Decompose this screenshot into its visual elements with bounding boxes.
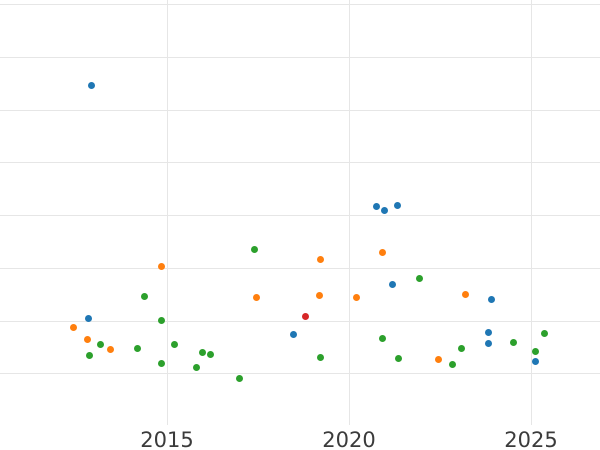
data-point-blue [372, 202, 380, 210]
data-point-green [457, 344, 465, 352]
data-point-green [394, 354, 402, 362]
x-tick-label-2025: 2025 [504, 428, 558, 450]
data-point-green [415, 274, 423, 282]
data-point-orange [252, 293, 260, 301]
data-point-green [157, 316, 165, 324]
x-tick-label-2015: 2015 [140, 428, 194, 450]
vertical-gridline [349, 0, 351, 425]
data-point-blue [484, 328, 492, 336]
horizontal-gridline [0, 215, 600, 217]
data-point-blue [380, 206, 388, 214]
vertical-gridline [531, 0, 533, 425]
data-point-green [448, 360, 456, 368]
data-point-green [316, 353, 324, 361]
data-point-blue [289, 330, 297, 338]
data-point-orange [434, 355, 442, 363]
data-point-green [96, 340, 104, 348]
data-point-green [157, 359, 165, 367]
horizontal-gridline [0, 268, 600, 270]
data-point-orange [316, 255, 324, 263]
data-point-green [198, 348, 206, 356]
data-point-orange [83, 335, 91, 343]
horizontal-gridline [0, 57, 600, 59]
data-point-orange [315, 291, 323, 299]
data-point-blue [84, 314, 92, 322]
data-point-orange [106, 345, 114, 353]
data-point-orange [378, 248, 386, 256]
data-point-green [133, 344, 141, 352]
data-point-green [206, 350, 214, 358]
horizontal-gridline [0, 4, 600, 6]
data-point-green [85, 351, 93, 359]
horizontal-gridline [0, 321, 600, 323]
data-point-blue [531, 357, 539, 365]
data-point-blue [393, 201, 401, 209]
data-point-green [540, 329, 548, 337]
data-point-green [192, 363, 200, 371]
data-point-green [531, 347, 539, 355]
data-point-orange [461, 290, 469, 298]
data-point-green [170, 340, 178, 348]
horizontal-gridline [0, 162, 600, 164]
data-point-orange [157, 262, 165, 270]
horizontal-gridline [0, 110, 600, 112]
x-tick-label-2020: 2020 [322, 428, 376, 450]
horizontal-gridline [0, 373, 600, 375]
data-point-green [235, 374, 243, 382]
data-point-red [301, 312, 309, 320]
data-point-blue [484, 339, 492, 347]
data-point-green [509, 338, 517, 346]
data-point-orange [352, 293, 360, 301]
vertical-gridline [167, 0, 169, 425]
data-point-blue [388, 280, 396, 288]
data-point-orange [69, 323, 77, 331]
data-point-green [378, 334, 386, 342]
data-point-green [250, 245, 258, 253]
data-point-green [140, 292, 148, 300]
data-point-blue [87, 81, 95, 89]
data-point-blue [487, 295, 495, 303]
